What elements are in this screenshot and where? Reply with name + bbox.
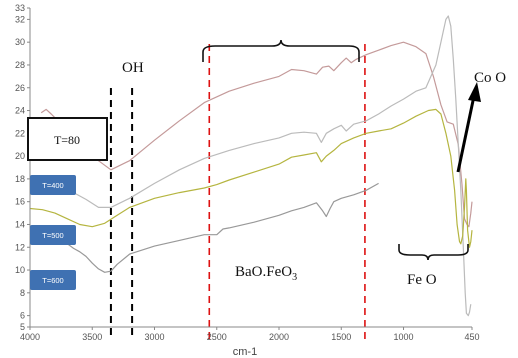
y-tick-label: 33 [15,3,25,13]
y-tick-label: 8 [20,288,25,298]
x-tick-labels: 4000 3500 3000 2500 2000 1500 1000 450 [20,327,480,342]
y-tick-label: 32 [15,14,25,24]
y-tick-label: 30 [15,37,25,47]
bao-label: BaO.FeO [235,264,292,280]
y-tick-label: 26 [15,83,25,93]
x-tick-label: 450 [464,332,479,342]
x-tick-label: 1000 [394,332,414,342]
bao-annotation: BaO.FeO3 [235,264,297,283]
oh-annotation: OH [122,60,144,76]
marker-lines [109,44,366,340]
legend-t500-label: T=500 [42,231,63,240]
legend-t400-label: T=400 [42,181,63,190]
legend-t600-label: T=600 [42,276,63,285]
x-tick-label: 3500 [82,332,102,342]
coo-arrow-head [468,82,481,102]
y-tick-label: 28 [15,60,25,70]
t80-box [27,117,108,161]
legend-t500-box [30,225,76,245]
y-tick-label: 12 [15,242,25,252]
y-tick-label: 22 [15,128,25,138]
series-line [40,41,473,228]
y-tick-label: 10 [15,265,25,275]
series-line [73,15,472,317]
coo-arrow-shaft [456,95,476,173]
feo-brace [398,244,469,261]
y-tick-label: 5 [20,322,25,332]
y-tick-label: 24 [15,106,25,116]
x-tick-label: 1500 [331,332,351,342]
x-tick-label: 4000 [20,332,40,342]
legend-t400-box [30,175,76,195]
x-tick-label: 2500 [207,332,227,342]
y-tick-label: 20 [15,151,25,161]
coo-annotation: Co O [474,70,506,86]
series-lines [29,15,473,317]
legend-t600-box [30,270,76,290]
bao-brace [202,39,360,62]
y-tick-label: 6 [20,311,25,321]
series-line [29,108,473,248]
y-tick-label: 18 [15,174,25,184]
y-tick-label: 14 [15,219,25,229]
t80-label: T=80 [54,133,80,147]
x-axis-label: cm-1 [233,346,257,358]
series-line [67,182,379,273]
bao-subscript: 3 [292,272,297,283]
y-tick-label: 16 [15,197,25,207]
x-tick-label: 3000 [144,332,164,342]
feo-annotation: Fe O [407,272,437,288]
x-tick-label: 2000 [269,332,289,342]
